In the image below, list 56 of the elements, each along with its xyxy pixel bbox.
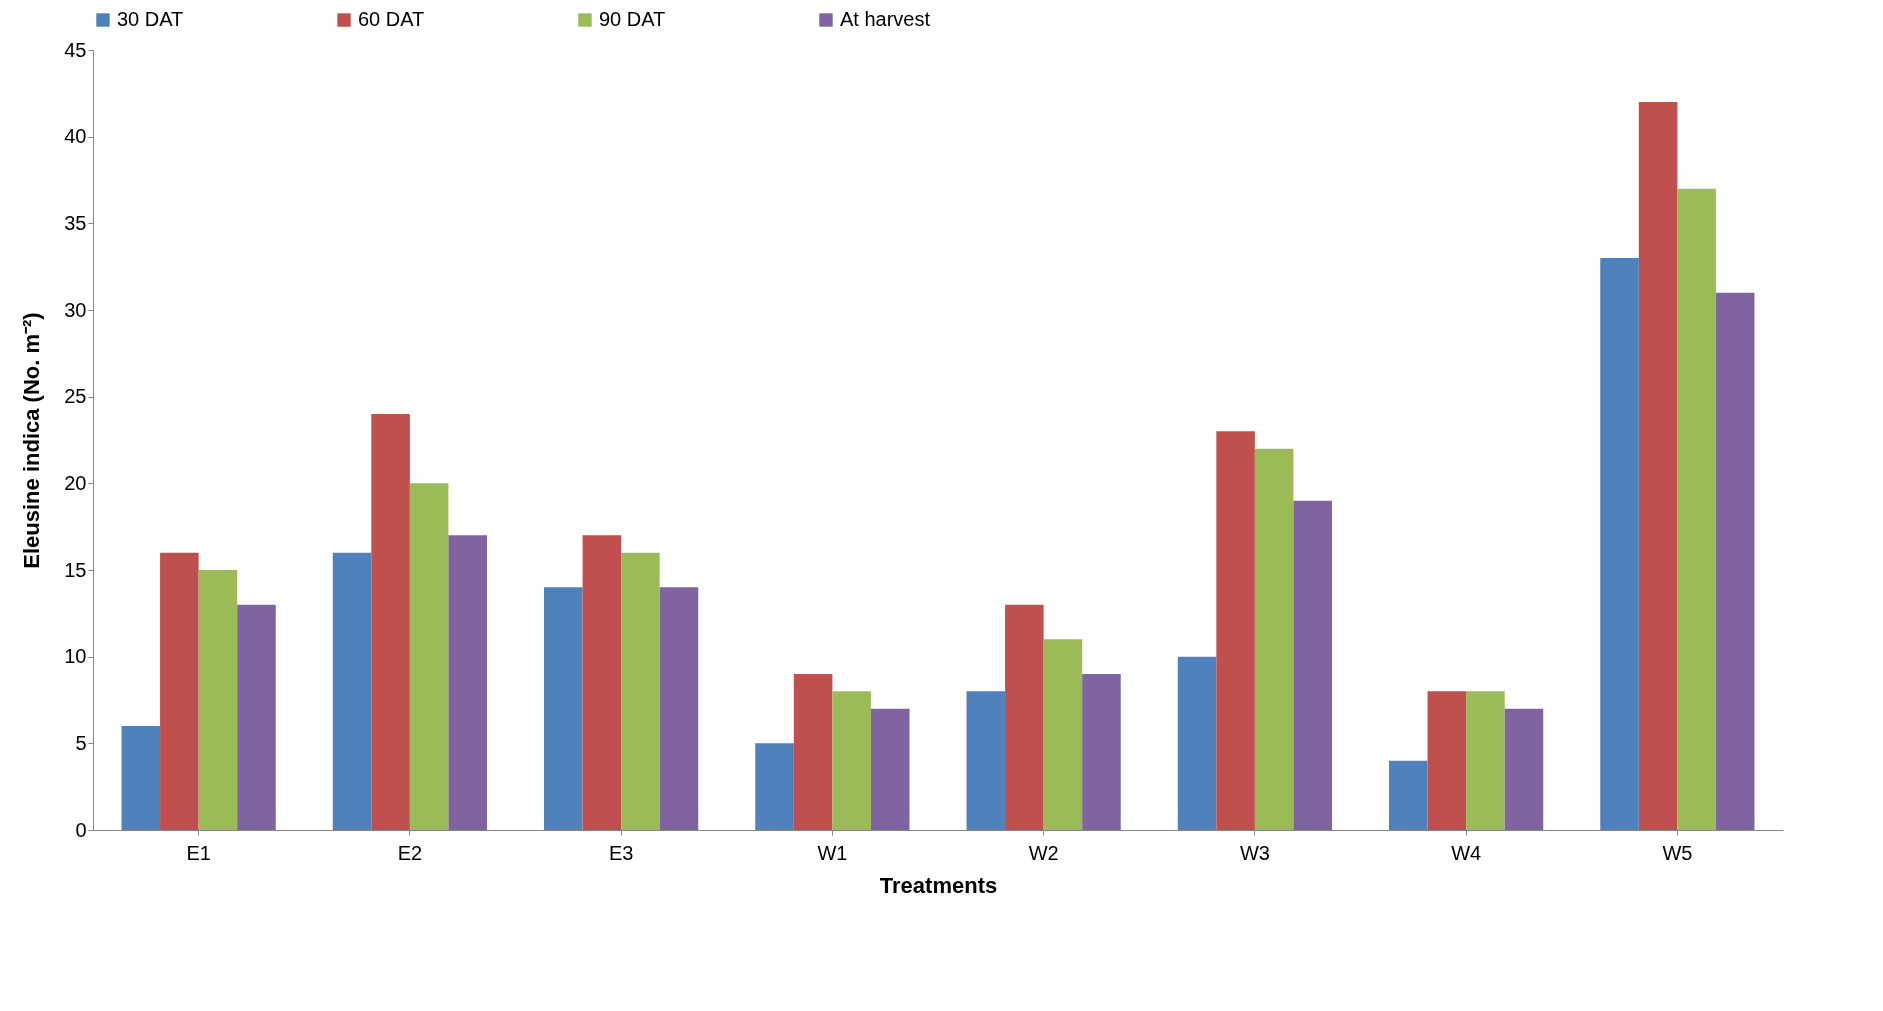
- x-axis-title: Treatments: [879, 872, 998, 898]
- y-tick-label: 30: [64, 298, 87, 321]
- x-tick-label: E3: [608, 841, 634, 864]
- bar: [198, 570, 238, 830]
- bar: [659, 587, 699, 830]
- bar: [966, 691, 1006, 830]
- x-tick-label: W1: [817, 841, 848, 864]
- y-tick-label: 45: [64, 38, 87, 61]
- bar: [1005, 604, 1044, 830]
- bar: [1389, 760, 1428, 830]
- x-tick-label: E1: [186, 841, 211, 864]
- bar: [121, 726, 161, 830]
- y-tick-label: 10: [64, 645, 87, 668]
- y-tick-label: 5: [75, 731, 87, 754]
- bar: [544, 587, 583, 830]
- y-tick-label: 0: [75, 818, 87, 841]
- bar: [621, 552, 660, 830]
- bar: [1466, 691, 1505, 830]
- y-tick-label: 35: [64, 211, 87, 234]
- bar: [448, 535, 487, 830]
- bar: [1216, 431, 1255, 830]
- x-tick-label: W4: [1451, 841, 1482, 864]
- x-tick-label: W5: [1662, 841, 1693, 864]
- legend-label: 60 DAT: [358, 8, 425, 30]
- bar: [1638, 102, 1678, 830]
- bar: [237, 604, 276, 830]
- y-tick-label: 40: [64, 125, 87, 148]
- y-tick-label: 15: [64, 558, 87, 581]
- bar: [1677, 188, 1716, 830]
- y-tick-label: 20: [64, 471, 87, 494]
- bar: [160, 552, 199, 830]
- bar: [1043, 639, 1083, 830]
- x-tick-label: W3: [1239, 841, 1270, 864]
- y-axis-title: Eleusine indica (No. m⁻²): [19, 312, 45, 569]
- bar: [1600, 258, 1639, 830]
- bar: [371, 414, 410, 830]
- y-tick-label: 25: [64, 385, 87, 408]
- x-tick-label: E2: [397, 841, 423, 864]
- legend-label: 90 DAT: [599, 8, 666, 30]
- bar: [755, 743, 794, 830]
- bar: [1715, 292, 1755, 830]
- bar: [409, 483, 449, 830]
- legend-label: 30 DAT: [117, 8, 184, 30]
- bar: [793, 674, 833, 830]
- bar: [1254, 448, 1294, 830]
- bar: [1427, 691, 1467, 830]
- bar: [1082, 674, 1121, 830]
- legend-label: At harvest: [840, 8, 931, 30]
- bar: [832, 691, 871, 830]
- x-tick-label: W2: [1028, 841, 1059, 864]
- bar: [870, 708, 910, 830]
- bar: [582, 535, 622, 830]
- bar: [1293, 500, 1332, 830]
- bar: [332, 552, 372, 830]
- bar: [1177, 656, 1217, 830]
- bar: [1504, 708, 1544, 830]
